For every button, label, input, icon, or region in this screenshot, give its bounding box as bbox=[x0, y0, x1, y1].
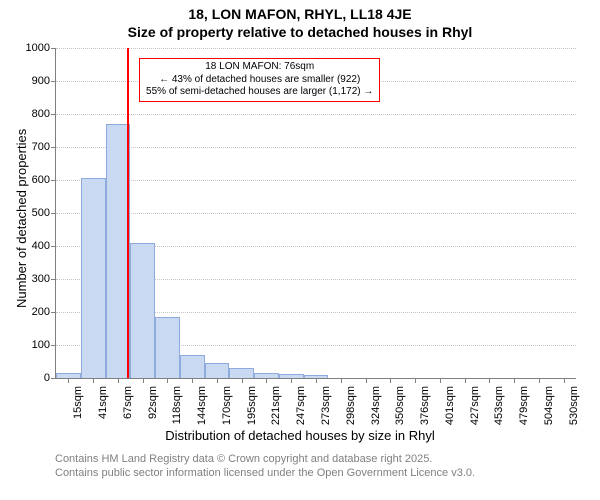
ytick-label: 800 bbox=[32, 108, 56, 120]
xtick-label: 170sqm bbox=[221, 384, 233, 425]
xtick-mark bbox=[415, 378, 416, 383]
xtick-mark bbox=[341, 378, 342, 383]
xtick-mark bbox=[564, 378, 565, 383]
ytick-label: 100 bbox=[32, 339, 56, 351]
xtick-mark bbox=[118, 378, 119, 383]
ytick-label: 900 bbox=[32, 75, 56, 87]
xtick-mark bbox=[167, 378, 168, 383]
grid-line bbox=[56, 147, 576, 148]
xtick-mark bbox=[465, 378, 466, 383]
xtick-label: 298sqm bbox=[345, 384, 357, 425]
chart-title-line2: Size of property relative to detached ho… bbox=[0, 24, 600, 40]
xtick-label: 453sqm bbox=[493, 384, 505, 425]
bar bbox=[81, 178, 106, 378]
grid-line bbox=[56, 48, 576, 49]
ytick-label: 700 bbox=[32, 141, 56, 153]
x-axis-label: Distribution of detached houses by size … bbox=[0, 428, 600, 443]
xtick-label: 118sqm bbox=[171, 384, 183, 424]
ytick-label: 0 bbox=[44, 372, 56, 384]
xtick-label: 427sqm bbox=[469, 384, 481, 425]
xtick-mark bbox=[266, 378, 267, 383]
bar bbox=[205, 363, 230, 378]
ytick-label: 500 bbox=[32, 207, 56, 219]
ytick-label: 200 bbox=[32, 306, 56, 318]
xtick-label: 41sqm bbox=[97, 384, 109, 419]
xtick-mark bbox=[242, 378, 243, 383]
bar bbox=[130, 243, 155, 378]
xtick-label: 479sqm bbox=[518, 384, 530, 425]
chart-title-line1: 18, LON MAFON, RHYL, LL18 4JE bbox=[0, 6, 600, 22]
xtick-label: 195sqm bbox=[246, 384, 258, 425]
xtick-mark bbox=[366, 378, 367, 383]
bar bbox=[180, 355, 205, 378]
xtick-label: 504sqm bbox=[543, 384, 555, 425]
xtick-label: 221sqm bbox=[270, 384, 282, 425]
grid-line bbox=[56, 180, 576, 181]
reference-line bbox=[127, 48, 129, 378]
xtick-label: 273sqm bbox=[320, 384, 332, 425]
y-axis-label: Number of detached properties bbox=[14, 129, 29, 308]
xtick-label: 67sqm bbox=[122, 384, 134, 419]
ytick-label: 300 bbox=[32, 273, 56, 285]
plot-area: 0100200300400500600700800900100015sqm41s… bbox=[55, 48, 576, 379]
annotation-box: 18 LON MAFON: 76sqm← 43% of detached hou… bbox=[139, 58, 380, 102]
xtick-label: 144sqm bbox=[196, 384, 208, 425]
ytick-label: 600 bbox=[32, 174, 56, 186]
footer-line1: Contains HM Land Registry data © Crown c… bbox=[55, 452, 475, 466]
xtick-mark bbox=[291, 378, 292, 383]
grid-line bbox=[56, 114, 576, 115]
xtick-label: 376sqm bbox=[419, 384, 431, 425]
annotation-line: ← 43% of detached houses are smaller (92… bbox=[146, 74, 373, 87]
bar bbox=[229, 368, 254, 378]
chart-container: 18, LON MAFON, RHYL, LL18 4JE Size of pr… bbox=[0, 0, 600, 500]
xtick-label: 401sqm bbox=[444, 384, 456, 425]
xtick-mark bbox=[192, 378, 193, 383]
bar bbox=[155, 317, 180, 378]
xtick-mark bbox=[390, 378, 391, 383]
xtick-label: 350sqm bbox=[394, 384, 406, 425]
xtick-mark bbox=[217, 378, 218, 383]
xtick-label: 530sqm bbox=[568, 384, 580, 425]
xtick-mark bbox=[316, 378, 317, 383]
xtick-label: 92sqm bbox=[147, 384, 159, 419]
xtick-label: 324sqm bbox=[370, 384, 382, 425]
ytick-label: 1000 bbox=[26, 42, 56, 54]
ytick-label: 400 bbox=[32, 240, 56, 252]
chart-footer: Contains HM Land Registry data © Crown c… bbox=[55, 452, 475, 481]
xtick-mark bbox=[539, 378, 540, 383]
xtick-label: 15sqm bbox=[72, 384, 84, 419]
annotation-line: 55% of semi-detached houses are larger (… bbox=[146, 86, 373, 99]
xtick-mark bbox=[93, 378, 94, 383]
xtick-mark bbox=[143, 378, 144, 383]
xtick-mark bbox=[489, 378, 490, 383]
xtick-mark bbox=[514, 378, 515, 383]
grid-line bbox=[56, 213, 576, 214]
xtick-mark bbox=[68, 378, 69, 383]
xtick-label: 247sqm bbox=[295, 384, 307, 425]
xtick-mark bbox=[440, 378, 441, 383]
footer-line2: Contains public sector information licen… bbox=[55, 466, 475, 480]
annotation-line: 18 LON MAFON: 76sqm bbox=[146, 61, 373, 74]
